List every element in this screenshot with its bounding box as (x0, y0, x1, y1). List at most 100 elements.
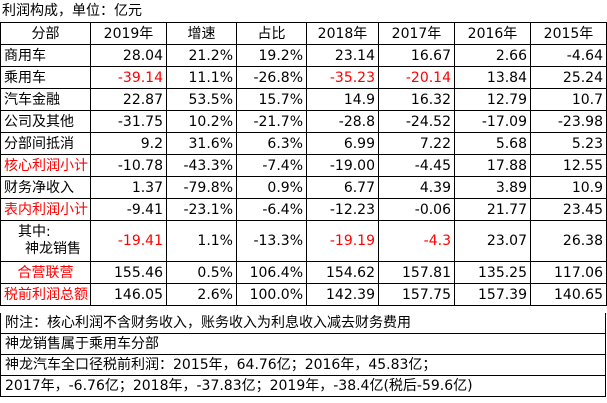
row-label-cell[interactable]: 乘用车 (0, 66, 91, 89)
header-cell-share[interactable]: 占比 (236, 22, 307, 45)
note-line-4[interactable]: 2017年，-6.76亿；2018年，-37.83亿；2019年，-38.4亿(… (0, 376, 606, 397)
table-cell[interactable]: -79.8% (166, 176, 237, 199)
table-cell[interactable]: 6.3% (236, 132, 307, 155)
table-cell[interactable]: 155.46 (90, 261, 167, 284)
table-cell[interactable]: -4.3 (378, 220, 455, 262)
table-cell[interactable]: 31.6% (166, 132, 237, 155)
table-cell[interactable]: 53.5% (166, 88, 237, 111)
header-cell-2017[interactable]: 2017年 (378, 22, 455, 45)
table-cell[interactable]: -35.23 (306, 66, 379, 89)
table-cell[interactable]: -19.19 (306, 220, 379, 262)
table-cell[interactable]: -12.23 (306, 198, 379, 221)
header-cell-2016[interactable]: 2016年 (454, 22, 531, 45)
table-cell[interactable]: 154.62 (306, 261, 379, 284)
table-cell[interactable]: 12.79 (454, 88, 531, 111)
table-cell[interactable]: -10.78 (90, 154, 167, 177)
table-cell[interactable]: -23.1% (166, 198, 237, 221)
table-cell[interactable]: 28.04 (90, 44, 167, 67)
table-cell[interactable]: 11.1% (166, 66, 237, 89)
table-cell[interactable]: 146.05 (90, 283, 167, 306)
row-label-cell[interactable]: 汽车金融 (0, 88, 91, 111)
table-cell[interactable]: 21.77 (454, 198, 531, 221)
table-cell[interactable]: 100.0% (236, 283, 307, 306)
table-cell[interactable]: 12.55 (530, 154, 607, 177)
note-line-2[interactable]: 神龙销售属于乘用车分部 (0, 334, 606, 355)
table-cell[interactable]: 23.14 (306, 44, 379, 67)
table-cell[interactable]: 5.68 (454, 132, 531, 155)
table-cell[interactable]: -7.4% (236, 154, 307, 177)
row-label-cell[interactable]: 公司及其他 (0, 110, 91, 133)
table-cell[interactable]: 1.1% (166, 220, 237, 262)
table-cell[interactable]: 3.89 (454, 176, 531, 199)
row-label-cell[interactable]: 商用车 (0, 44, 91, 67)
table-cell[interactable]: -43.3% (166, 154, 237, 177)
table-cell[interactable]: -21.7% (236, 110, 307, 133)
table-cell[interactable]: 140.65 (530, 283, 607, 306)
table-cell[interactable]: 25.24 (530, 66, 607, 89)
table-cell[interactable]: -0.06 (378, 198, 455, 221)
row-label-cell[interactable]: 合营联营 (0, 261, 91, 284)
table-cell[interactable]: 157.39 (454, 283, 531, 306)
table-cell[interactable]: -39.14 (90, 66, 167, 89)
table-cell[interactable]: 10.7 (530, 88, 607, 111)
note-line-3[interactable]: 神龙汽车全口径税前利润：2015年，64.76亿；2016年，45.83亿； (0, 355, 606, 376)
row-label-cell[interactable]: 核心利润小计 (0, 154, 91, 177)
table-cell[interactable]: 10.9 (530, 176, 607, 199)
table-cell[interactable]: 13.84 (454, 66, 531, 89)
table-cell[interactable]: 17.88 (454, 154, 531, 177)
table-cell[interactable]: 16.67 (378, 44, 455, 67)
table-cell[interactable]: 1.37 (90, 176, 167, 199)
row-label-cell[interactable]: 财务净收入 (0, 176, 91, 199)
table-cell[interactable]: 16.32 (378, 88, 455, 111)
table-cell[interactable]: 21.2% (166, 44, 237, 67)
row-label-cell[interactable]: 税前利润总额 (0, 283, 91, 306)
row-label-cell[interactable]: 其中: 神龙销售 (0, 220, 91, 262)
table-cell[interactable]: -20.14 (378, 66, 455, 89)
table-cell[interactable]: -17.09 (454, 110, 531, 133)
table-cell[interactable]: 7.22 (378, 132, 455, 155)
table-cell[interactable]: 142.39 (306, 283, 379, 306)
table-cell[interactable]: 135.25 (454, 261, 531, 284)
row-label-cell[interactable]: 表内利润小计 (0, 198, 91, 221)
header-cell-2019[interactable]: 2019年 (90, 22, 167, 45)
table-cell[interactable]: -6.4% (236, 198, 307, 221)
table-cell[interactable]: 14.9 (306, 88, 379, 111)
table-cell[interactable]: -4.45 (378, 154, 455, 177)
table-cell[interactable]: 6.77 (306, 176, 379, 199)
note-line-1[interactable]: 附注：核心利润不含财务收入，账务收入为利息收入减去财务费用 (0, 313, 606, 334)
table-cell[interactable]: 23.45 (530, 198, 607, 221)
table-cell[interactable]: 157.75 (378, 283, 455, 306)
table-cell[interactable]: 26.38 (530, 220, 607, 262)
table-cell[interactable]: 6.99 (306, 132, 379, 155)
header-cell-2018[interactable]: 2018年 (306, 22, 379, 45)
table-cell[interactable]: 9.2 (90, 132, 167, 155)
table-cell[interactable]: -19.41 (90, 220, 167, 262)
table-cell[interactable]: 10.2% (166, 110, 237, 133)
table-cell[interactable]: -31.75 (90, 110, 167, 133)
table-cell[interactable]: -23.98 (530, 110, 607, 133)
table-cell[interactable]: 157.81 (378, 261, 455, 284)
table-cell[interactable]: -24.52 (378, 110, 455, 133)
table-cell[interactable]: 0.5% (166, 261, 237, 284)
table-cell[interactable]: -9.41 (90, 198, 167, 221)
row-label-cell[interactable]: 分部间抵消 (0, 132, 91, 155)
header-cell-growth[interactable]: 增速 (166, 22, 237, 45)
table-cell[interactable]: 106.4% (236, 261, 307, 284)
header-cell-segment[interactable]: 分部 (0, 22, 91, 45)
table-cell[interactable]: -4.64 (530, 44, 607, 67)
table-cell[interactable]: 19.2% (236, 44, 307, 67)
table-cell[interactable]: 0.9% (236, 176, 307, 199)
header-cell-2015[interactable]: 2015年 (530, 22, 607, 45)
table-cell[interactable]: 4.39 (378, 176, 455, 199)
table-cell[interactable]: -13.3% (236, 220, 307, 262)
table-cell[interactable]: 2.6% (166, 283, 237, 306)
table-cell[interactable]: 23.07 (454, 220, 531, 262)
table-cell[interactable]: 15.7% (236, 88, 307, 111)
table-cell[interactable]: -26.8% (236, 66, 307, 89)
table-cell[interactable]: 2.66 (454, 44, 531, 67)
table-cell[interactable]: -28.8 (306, 110, 379, 133)
table-cell[interactable]: -19.00 (306, 154, 379, 177)
table-cell[interactable]: 22.87 (90, 88, 167, 111)
table-cell[interactable]: 117.06 (530, 261, 607, 284)
table-cell[interactable]: 5.23 (530, 132, 607, 155)
